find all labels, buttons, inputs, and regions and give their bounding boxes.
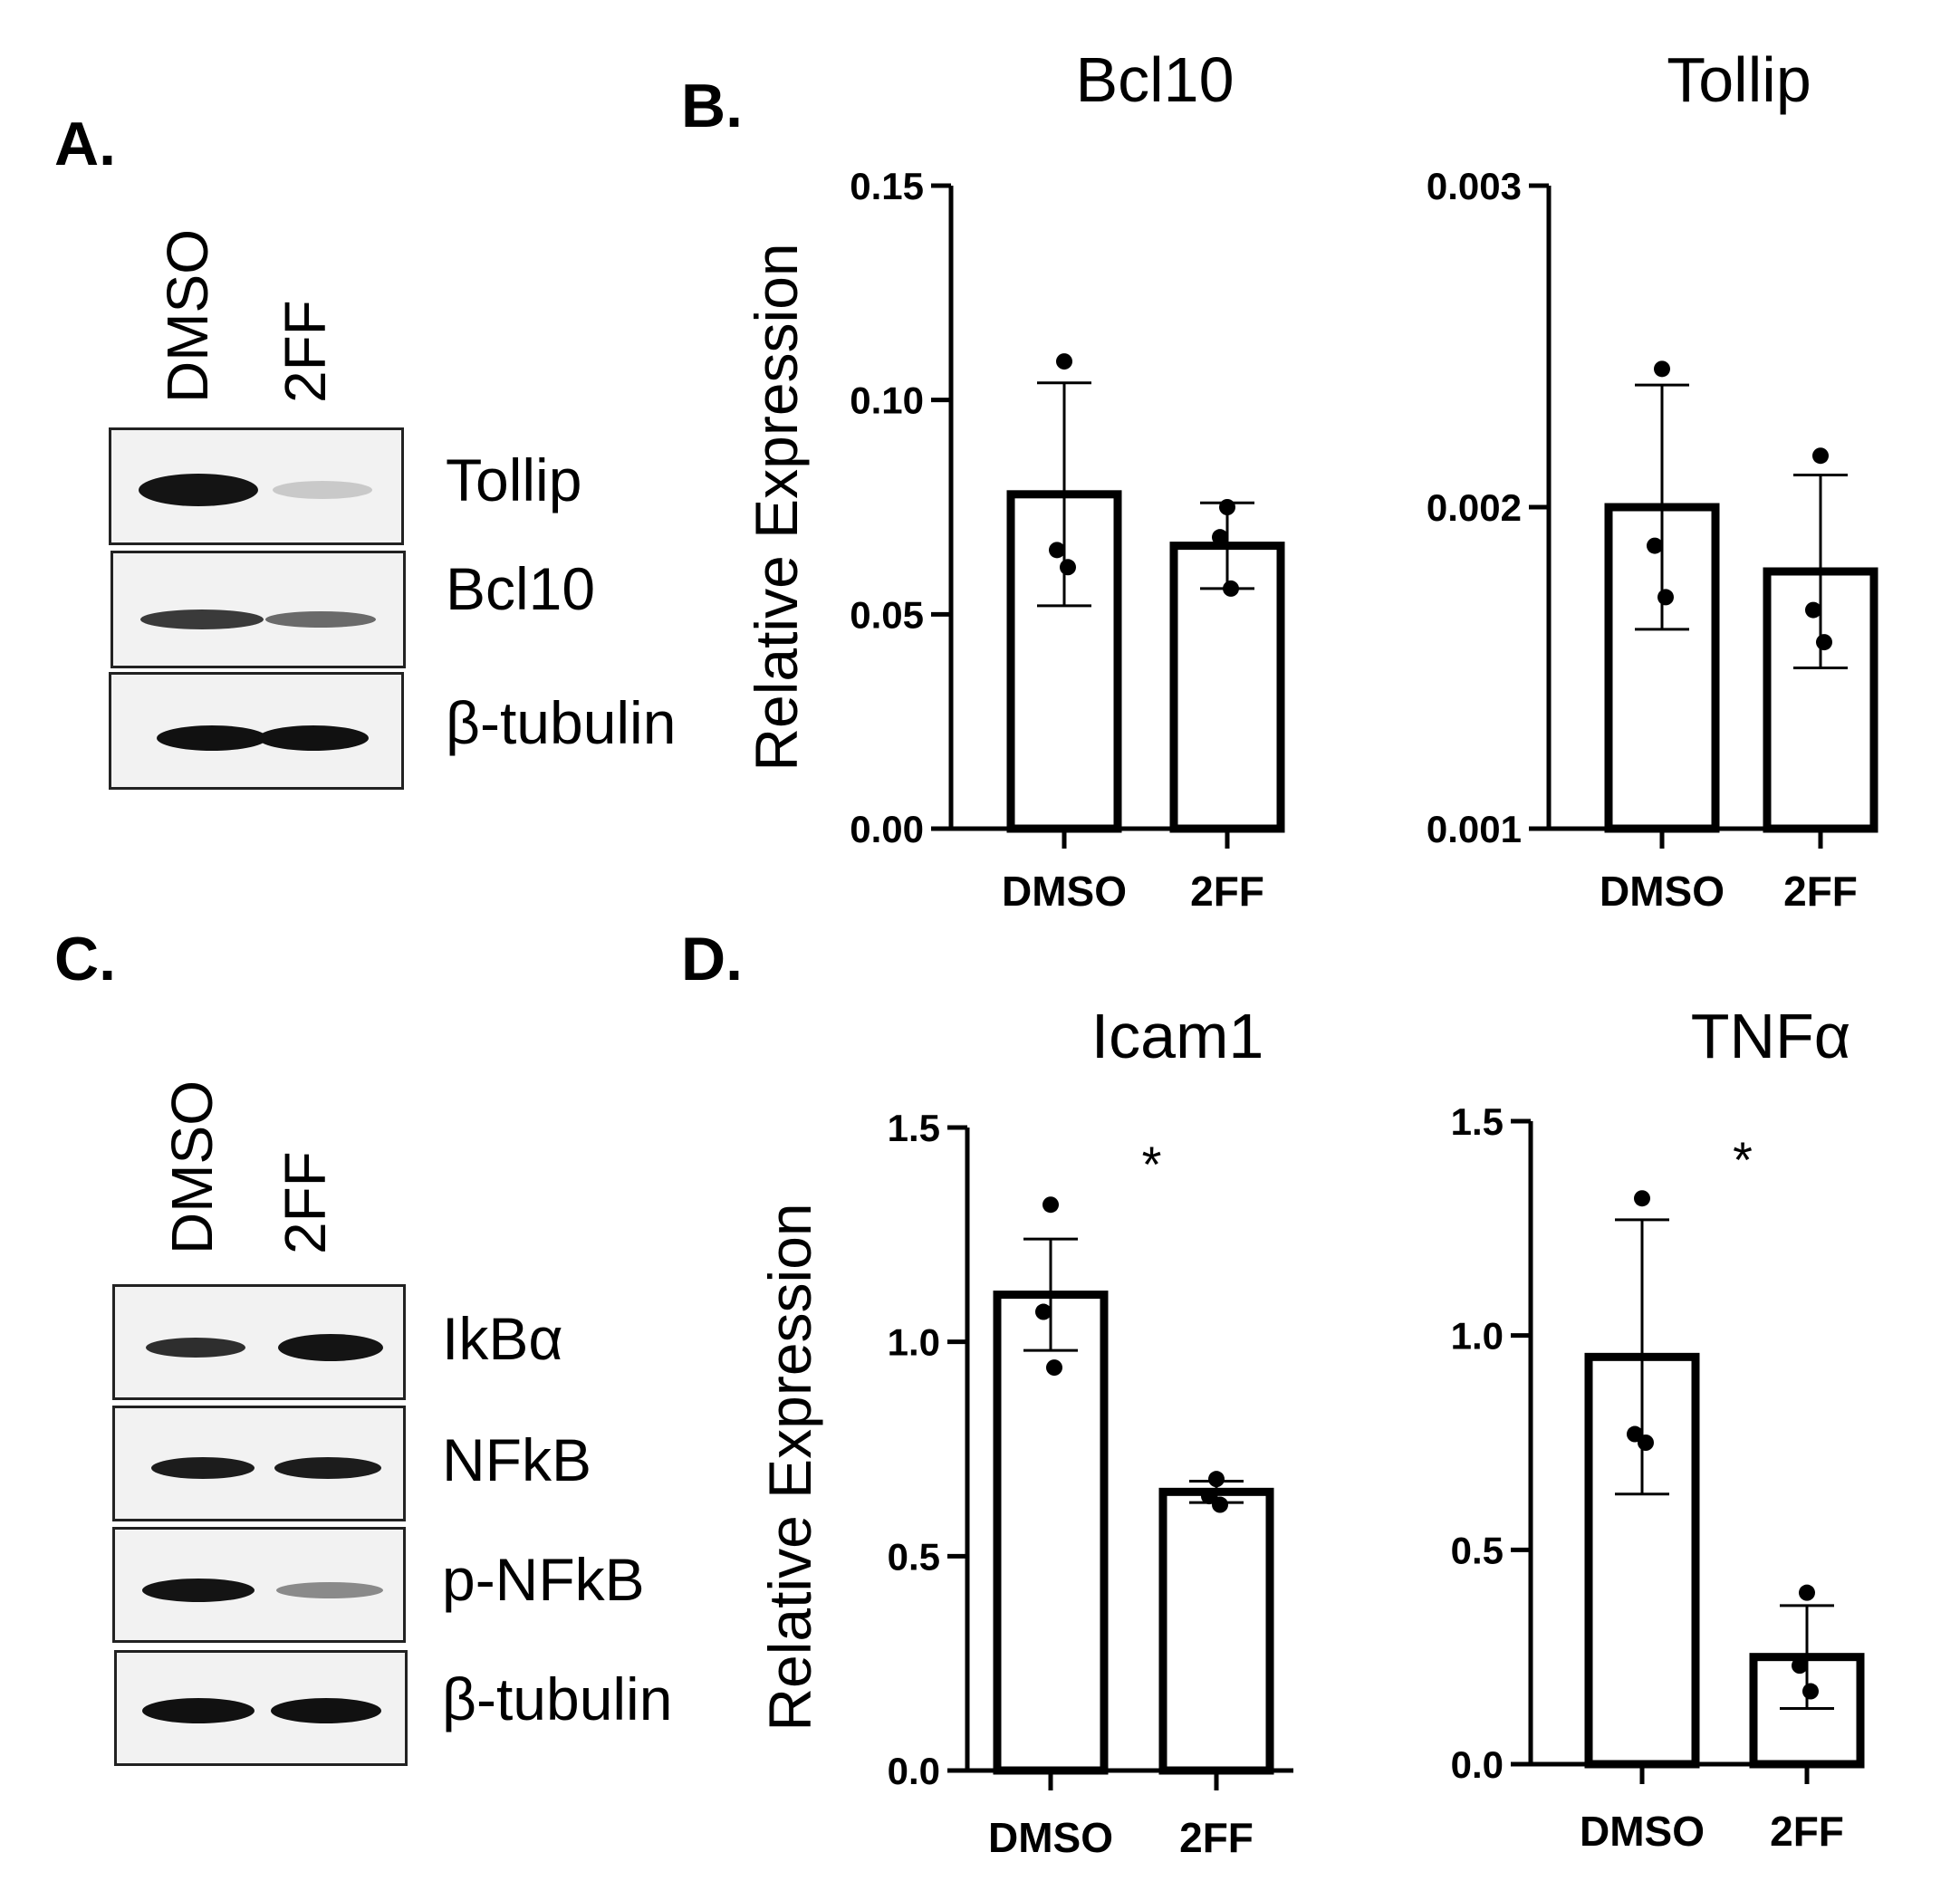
band-2ff	[276, 1582, 383, 1598]
chart-title: Icam1	[1091, 1001, 1264, 1071]
data-point	[1812, 447, 1829, 465]
blot-label-beta-tubulin: β-tubulin	[446, 689, 677, 756]
panel-label-d: D.	[681, 925, 743, 993]
chart-title: Tollip	[1667, 44, 1811, 115]
data-point	[1657, 589, 1674, 606]
y-tick-label: 0.05	[850, 593, 924, 636]
blot-label-ikba: IkBα	[442, 1305, 563, 1372]
y-axis-label: Relative Expression	[743, 243, 810, 771]
blot-strip-beta-tubulin-c	[114, 1650, 408, 1766]
data-point	[1799, 1584, 1815, 1601]
x-tick-label: 2FF	[1770, 1808, 1844, 1855]
band-dmso	[157, 725, 267, 751]
y-tick-label: 0.002	[1427, 486, 1522, 529]
y-tick-label: 0.001	[1427, 808, 1522, 850]
blot-label-beta-tubulin-c: β-tubulin	[442, 1665, 673, 1732]
panel-label-b: B.	[681, 72, 743, 140]
data-point	[1060, 559, 1076, 576]
significance-marker: *	[1142, 1136, 1162, 1193]
blot-label-bcl10: Bcl10	[446, 555, 596, 622]
y-tick-label: 1.0	[888, 1321, 940, 1364]
data-point	[1046, 1359, 1062, 1377]
y-tick-label: 0.5	[888, 1535, 940, 1578]
data-point	[1223, 580, 1239, 597]
band-dmso	[142, 1698, 255, 1723]
significance-marker: *	[1733, 1131, 1753, 1188]
chart-title: TNFα	[1691, 1001, 1851, 1071]
y-tick-label: 1.5	[1451, 1100, 1504, 1143]
band-dmso	[151, 1457, 255, 1479]
y-tick-label: 0.15	[850, 165, 924, 207]
y-tick-label: 1.0	[1451, 1315, 1504, 1358]
bar-2ff	[1158, 1487, 1274, 1775]
data-point	[1654, 360, 1670, 378]
band-dmso	[140, 609, 264, 629]
x-tick-label: 2FF	[1190, 868, 1264, 915]
band-dmso	[142, 1579, 255, 1602]
blot-strip-nfkb	[112, 1406, 406, 1521]
blot-strip-tollip	[109, 427, 404, 545]
data-point	[1212, 1496, 1228, 1513]
band-2ff	[278, 1334, 383, 1361]
y-tick-label: 0.5	[1451, 1529, 1504, 1571]
band-dmso	[139, 474, 258, 506]
band-2ff	[265, 611, 376, 628]
y-axis-label: Relative Expression	[756, 1203, 823, 1731]
data-point	[1805, 601, 1821, 619]
data-point	[1208, 1471, 1225, 1488]
data-point	[1802, 1683, 1819, 1700]
x-tick-label: DMSO	[1600, 868, 1725, 915]
band-2ff	[273, 481, 372, 499]
blot-strip-bcl10	[110, 551, 406, 668]
blot-strip-p-nfkb	[112, 1527, 406, 1643]
band-2ff	[258, 725, 369, 751]
data-point	[1647, 537, 1663, 554]
data-point	[1056, 353, 1072, 370]
band-2ff	[274, 1457, 381, 1479]
blot-label-nfkb: NFkB	[442, 1426, 591, 1493]
data-point	[1638, 1435, 1654, 1451]
y-tick-label: 1.5	[888, 1107, 940, 1149]
x-tick-label: 2FF	[1179, 1814, 1254, 1861]
data-point	[1792, 1657, 1808, 1675]
blot-strip-ikba	[112, 1284, 406, 1400]
y-tick-label: 0.10	[850, 379, 924, 422]
data-point	[1049, 542, 1065, 559]
band-dmso	[146, 1338, 245, 1358]
y-tick-label: 0.003	[1427, 165, 1522, 207]
data-point	[1219, 499, 1235, 515]
panel-label-c: C.	[54, 925, 116, 993]
x-tick-label: DMSO	[988, 1814, 1113, 1861]
y-tick-label: 0.0	[1451, 1743, 1504, 1786]
x-tick-label: DMSO	[1002, 868, 1127, 915]
data-point	[1042, 1196, 1059, 1214]
panel-label-a: A.	[54, 110, 116, 178]
data-point	[1212, 529, 1228, 546]
y-tick-label: 0.0	[888, 1750, 940, 1792]
x-tick-label: 2FF	[1783, 868, 1858, 915]
blot-label-p-nfkb: p-NFkB	[442, 1546, 645, 1613]
data-point	[1035, 1303, 1052, 1320]
y-tick-label: 0.00	[850, 808, 924, 850]
chart-title: Bcl10	[1075, 44, 1234, 115]
blot-label-tollip: Tollip	[446, 446, 582, 513]
data-point	[1816, 634, 1832, 651]
x-tick-label: DMSO	[1580, 1808, 1705, 1855]
blot-strip-beta-tubulin	[109, 672, 404, 790]
band-2ff	[271, 1698, 381, 1723]
data-point	[1634, 1190, 1650, 1207]
